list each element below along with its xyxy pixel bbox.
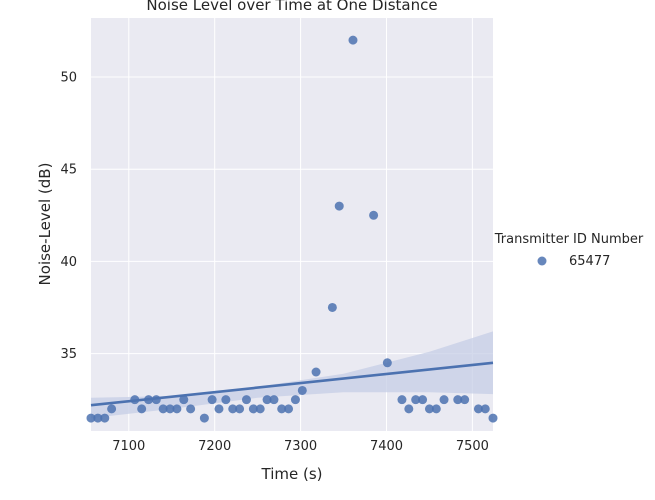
data-point — [397, 395, 407, 405]
grid-lines — [91, 18, 493, 431]
y-tick-label: 40 — [60, 255, 77, 270]
data-point — [404, 404, 414, 414]
y-axis-label: Noise-Level (dB) — [36, 163, 54, 286]
data-point — [431, 404, 441, 414]
data-point — [235, 404, 245, 414]
y-tick-label: 45 — [60, 163, 77, 178]
regression-line-path — [90, 361, 494, 407]
data-point — [186, 404, 196, 414]
data-point — [297, 385, 307, 395]
data-point — [207, 395, 217, 405]
regression-line — [90, 361, 494, 407]
data-point — [418, 395, 428, 405]
legend-entry-label: 65477 — [569, 254, 610, 269]
chart-title: Noise Level over Time at One Distance — [146, 0, 437, 14]
data-point — [241, 395, 251, 405]
confidence-band-area — [91, 331, 493, 419]
confidence-band — [91, 331, 493, 419]
data-point — [369, 210, 379, 220]
data-point — [214, 404, 224, 414]
data-point — [277, 404, 287, 414]
data-point — [93, 413, 103, 423]
x-tick-label: 7300 — [284, 439, 317, 454]
data-point — [165, 404, 175, 414]
y-tick-labels: 35 40 45 50 — [60, 71, 77, 363]
data-point — [284, 404, 294, 414]
data-point — [199, 413, 209, 423]
data-point — [460, 395, 470, 405]
data-point — [327, 302, 337, 312]
y-tick-label: 35 — [60, 347, 77, 362]
data-points — [86, 35, 498, 423]
data-point — [269, 395, 279, 405]
x-tick-label: 7400 — [370, 439, 403, 454]
data-point — [424, 404, 434, 414]
x-tick-labels: 7100 7200 7300 7400 7500 — [112, 439, 489, 454]
data-point — [473, 404, 483, 414]
data-point — [137, 404, 147, 414]
data-point — [480, 404, 490, 414]
data-point — [382, 358, 392, 368]
data-point — [221, 395, 231, 405]
x-tick-label: 7100 — [112, 439, 145, 454]
legend-title: Transmitter ID Number — [494, 232, 644, 247]
data-point — [179, 395, 189, 405]
data-point — [262, 395, 272, 405]
data-point — [255, 404, 265, 414]
data-point — [172, 404, 182, 414]
data-point — [334, 201, 344, 211]
data-point — [453, 395, 463, 405]
data-point — [311, 367, 321, 377]
data-point — [158, 404, 168, 414]
x-tick-label: 7500 — [456, 439, 489, 454]
data-point — [107, 404, 117, 414]
x-tick-label: 7200 — [198, 439, 231, 454]
data-point — [290, 395, 300, 405]
data-point — [86, 413, 96, 423]
y-tick-label: 50 — [60, 71, 77, 86]
legend-marker — [537, 256, 547, 266]
data-point — [411, 395, 421, 405]
data-point — [439, 395, 449, 405]
x-axis-label: Time (s) — [261, 465, 323, 483]
legend: Transmitter ID Number 65477 — [494, 232, 644, 269]
data-point — [248, 404, 258, 414]
data-point — [348, 35, 358, 45]
data-point — [228, 404, 238, 414]
data-point — [488, 413, 498, 423]
data-point — [100, 413, 110, 423]
